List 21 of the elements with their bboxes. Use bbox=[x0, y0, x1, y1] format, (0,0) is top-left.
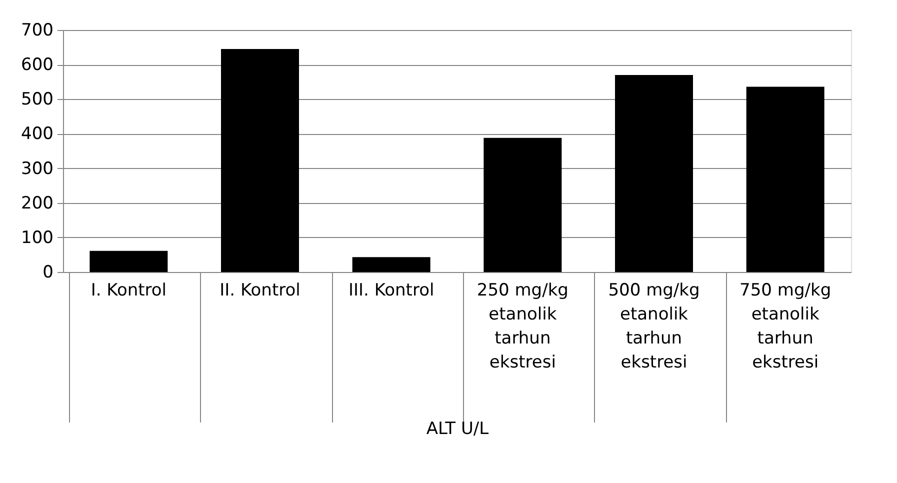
y-tick-label: 400 bbox=[21, 124, 54, 144]
bar bbox=[90, 250, 168, 272]
x-tick-label: 500 mg/kg etanolik tarhun ekstresi bbox=[608, 280, 700, 372]
y-tick-label: 0 bbox=[42, 262, 54, 282]
y-tick-label: 200 bbox=[21, 193, 54, 214]
x-tick-label: III. Kontrol bbox=[348, 280, 434, 300]
y-tick-label: 600 bbox=[21, 55, 54, 76]
bar bbox=[352, 257, 430, 272]
y-tick-label: 100 bbox=[21, 228, 54, 248]
y-tick-label: 500 bbox=[21, 90, 54, 110]
x-tick-label: I. Kontrol bbox=[90, 280, 167, 300]
bar bbox=[221, 49, 299, 272]
bar bbox=[484, 138, 562, 272]
bar bbox=[615, 74, 693, 272]
x-tick-label: 750 mg/kg etanolik tarhun ekstresi bbox=[740, 280, 832, 372]
y-tick-label: 700 bbox=[21, 20, 54, 40]
x-axis-title: ALT U/L bbox=[426, 419, 490, 439]
x-tick-label: 250 mg/kg etanolik tarhun ekstresi bbox=[476, 280, 568, 372]
x-tick-label: II. Kontrol bbox=[220, 280, 300, 300]
y-tick-label: 300 bbox=[21, 158, 54, 179]
bar bbox=[746, 86, 824, 272]
